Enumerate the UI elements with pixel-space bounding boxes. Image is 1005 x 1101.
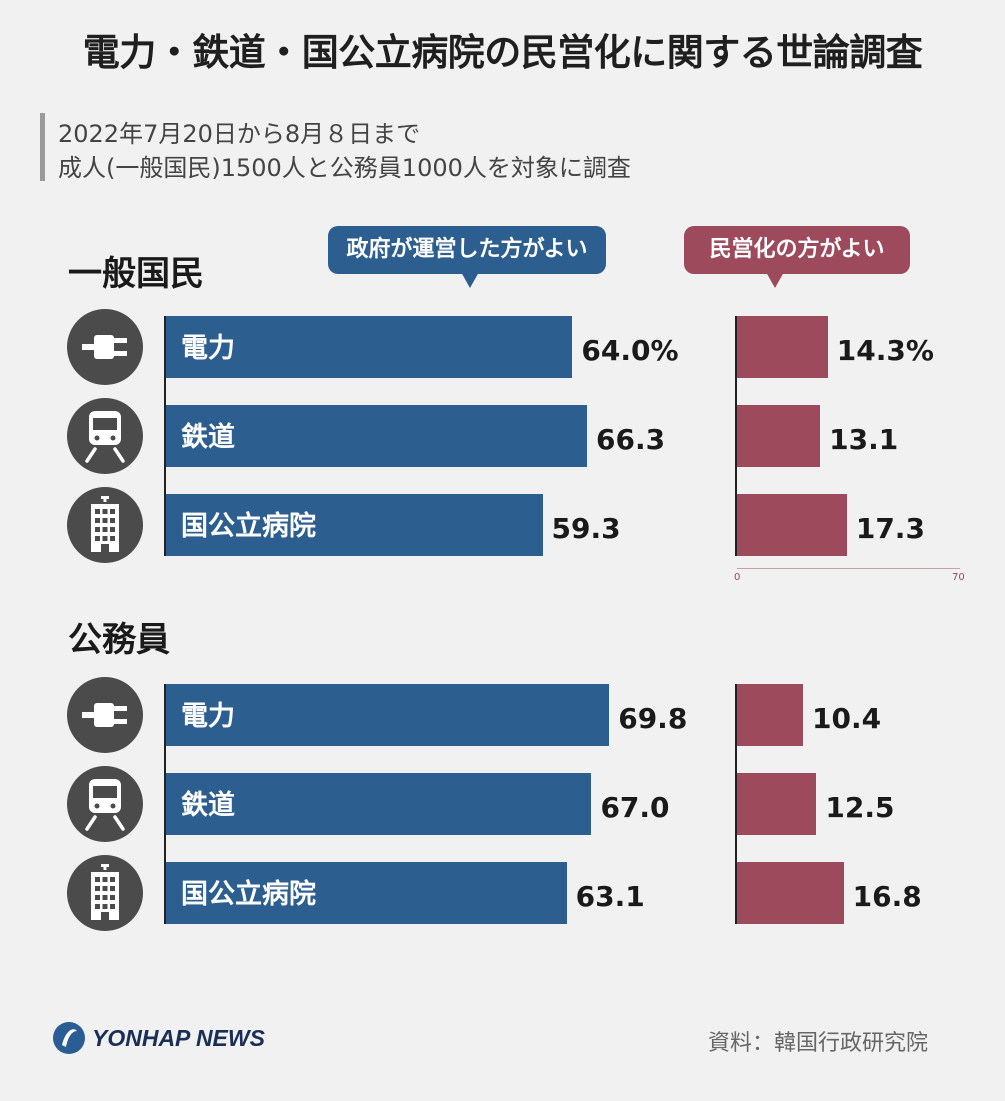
survey-period: 2022年7月20日から8月８日まで (58, 120, 421, 148)
legend-private-bubble: 民営化の方がよい (684, 226, 910, 288)
private-value-label: 14.3% (836, 334, 934, 367)
private-scale-max: 70 (952, 572, 965, 583)
legend-gov-bubble: 政府が運営した方がよい (328, 226, 606, 288)
private-bar (737, 684, 804, 746)
legend-gov-label: 政府が運営した方がよい (346, 237, 588, 262)
plug-icon (67, 309, 143, 385)
gov-bar (166, 862, 567, 924)
private-value-label: 13.1 (829, 423, 899, 456)
yonhap-logo-text: YONHAP NEWS (92, 1024, 265, 1051)
private-value-label: 17.3 (855, 512, 925, 545)
category-label: 国公立病院 (181, 511, 316, 542)
yonhap-emblem-icon (53, 1022, 85, 1054)
section-title-public: 一般国民 (68, 254, 204, 294)
plug-icon (67, 677, 143, 753)
category-label: 国公立病院 (181, 879, 316, 910)
train-icon (67, 766, 143, 842)
private-axis-line (735, 684, 737, 924)
private-scale-min: 0 (734, 572, 741, 583)
gov-bar (166, 494, 543, 556)
gov-axis-line (164, 316, 166, 556)
legend-private-tail (766, 272, 784, 288)
category-label: 鉄道 (181, 790, 235, 821)
survey-target: 成人(一般国民)1500人と公務員1000人を対象に調査 (58, 154, 631, 182)
private-value-label: 10.4 (812, 702, 882, 735)
gov-value-label: 67.0 (600, 791, 670, 824)
private-bar (737, 862, 844, 924)
gov-axis-line (164, 684, 166, 924)
private-bar (737, 316, 828, 378)
category-label: 鉄道 (181, 422, 235, 453)
private-bar (737, 405, 821, 467)
legend-gov-tail (461, 272, 479, 288)
private-axis-line (735, 316, 737, 556)
gov-bar (166, 773, 592, 835)
category-label: 電力 (181, 701, 235, 732)
yonhap-logo: YONHAP NEWS (52, 1021, 265, 1055)
gov-bar (166, 405, 587, 467)
source-note: 資料：韓国行政研究院 (708, 1031, 929, 1056)
private-value-label: 16.8 (852, 880, 922, 913)
private-bar (737, 773, 817, 835)
hospital-icon (67, 487, 143, 563)
gov-bar (166, 684, 610, 746)
gov-value-label: 69.8 (618, 702, 688, 735)
hospital-icon (67, 855, 143, 931)
gov-value-label: 64.0% (581, 334, 679, 367)
gov-bar (166, 316, 573, 378)
gov-value-label: 59.3 (551, 512, 621, 545)
private-value-label: 12.5 (825, 791, 895, 824)
private-scale-line (737, 568, 960, 569)
note-bar (40, 113, 45, 181)
page-title: 電力・鉄道・国公立病院の民営化に関する世論調査 (82, 31, 923, 74)
legend-private-label: 民営化の方がよい (709, 237, 885, 262)
gov-value-label: 66.3 (596, 423, 666, 456)
train-icon (67, 398, 143, 474)
section-title-civil-servants: 公務員 (68, 620, 170, 660)
gov-value-label: 63.1 (575, 880, 645, 913)
category-label: 電力 (181, 333, 235, 364)
private-bar (737, 494, 847, 556)
